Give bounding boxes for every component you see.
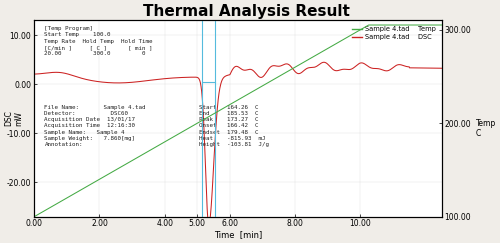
X-axis label: Time  [min]: Time [min]: [214, 230, 262, 239]
Legend: Sample 4.tad    Temp, Sample 4.tad    DSC: Sample 4.tad Temp, Sample 4.tad DSC: [350, 24, 438, 43]
Text: File Name:       Sample 4.tad
Detector:          DSC60
Acquisition Date  13/01/1: File Name: Sample 4.tad Detector: DSC60 …: [44, 105, 146, 147]
Text: Start   164.26  C
End     185.53  C
Peak    173.27  C
Onset   166.42  C
Endset  : Start 164.26 C End 185.53 C Peak 173.27 …: [200, 105, 270, 147]
Y-axis label: DSC
mW: DSC mW: [4, 111, 24, 126]
Y-axis label: Temp
C: Temp C: [476, 119, 496, 138]
Text: [Temp Program]
Start Temp    100.0
Temp Rate  Hold Temp  Hold Time
[C/min ]     : [Temp Program] Start Temp 100.0 Temp Rat…: [44, 26, 153, 56]
Title: Thermal Analysis Result: Thermal Analysis Result: [143, 4, 350, 19]
